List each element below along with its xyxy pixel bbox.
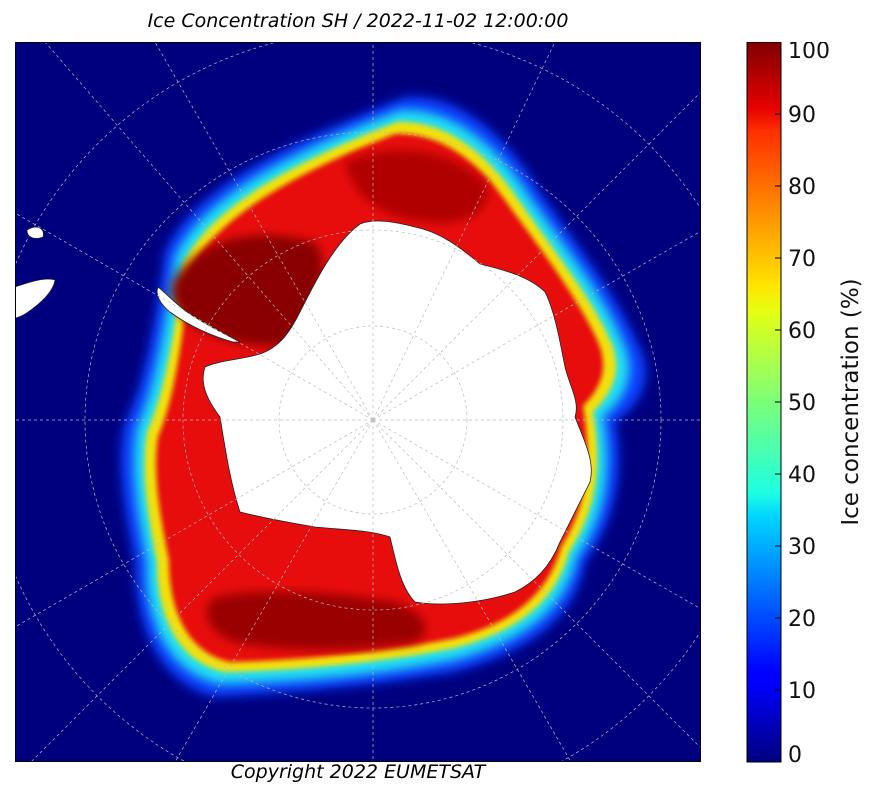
copyright-notice: Copyright 2022 EUMETSAT [230,761,486,783]
meridian-240 [15,212,374,421]
ice-pack-core-south [206,591,426,650]
meridian-300 [15,419,374,628]
colorbar-tick-label: 90 [788,103,816,128]
map-frame [15,42,701,762]
meridian-315 [30,419,374,762]
colorbar-tick-label: 10 [788,679,816,704]
small-island [26,226,44,239]
antarctica-land [202,220,592,605]
colorbar-tick-label: 30 [788,535,816,560]
colorbar: 0 10 20 30 40 50 60 70 80 90 100 [746,42,830,764]
map-title: Ice Concentration SH / 2022-11-02 12:00:… [147,10,569,32]
south-america-tip [15,278,56,319]
ice-pack-core-north [345,150,487,223]
colorbar-tick-label: 70 [788,247,816,272]
colorbar-tick-label: 0 [788,743,802,764]
meridian-150 [372,42,556,421]
colorbar-tick-label: 80 [788,175,816,200]
meridian-45 [372,419,701,749]
sea-ice-map [15,42,701,762]
colorbar-tick-label: 40 [788,463,816,488]
colorbar-tick-label: 50 [788,391,816,416]
meridian-210 [154,42,374,421]
graticule [15,42,701,762]
colorbar-label: Ice concentration (%) [838,278,864,526]
colorbar-tick-label: 20 [788,607,816,632]
latitude-circle-70 [182,229,564,611]
colorbar-ticks: 0 10 20 30 40 50 60 70 80 90 100 [775,42,830,764]
meridian-135 [372,91,701,421]
latitude-circle-80 [278,325,468,515]
colorbar-tick-label: 100 [788,42,830,64]
colorbar-tick-label: 60 [788,319,816,344]
